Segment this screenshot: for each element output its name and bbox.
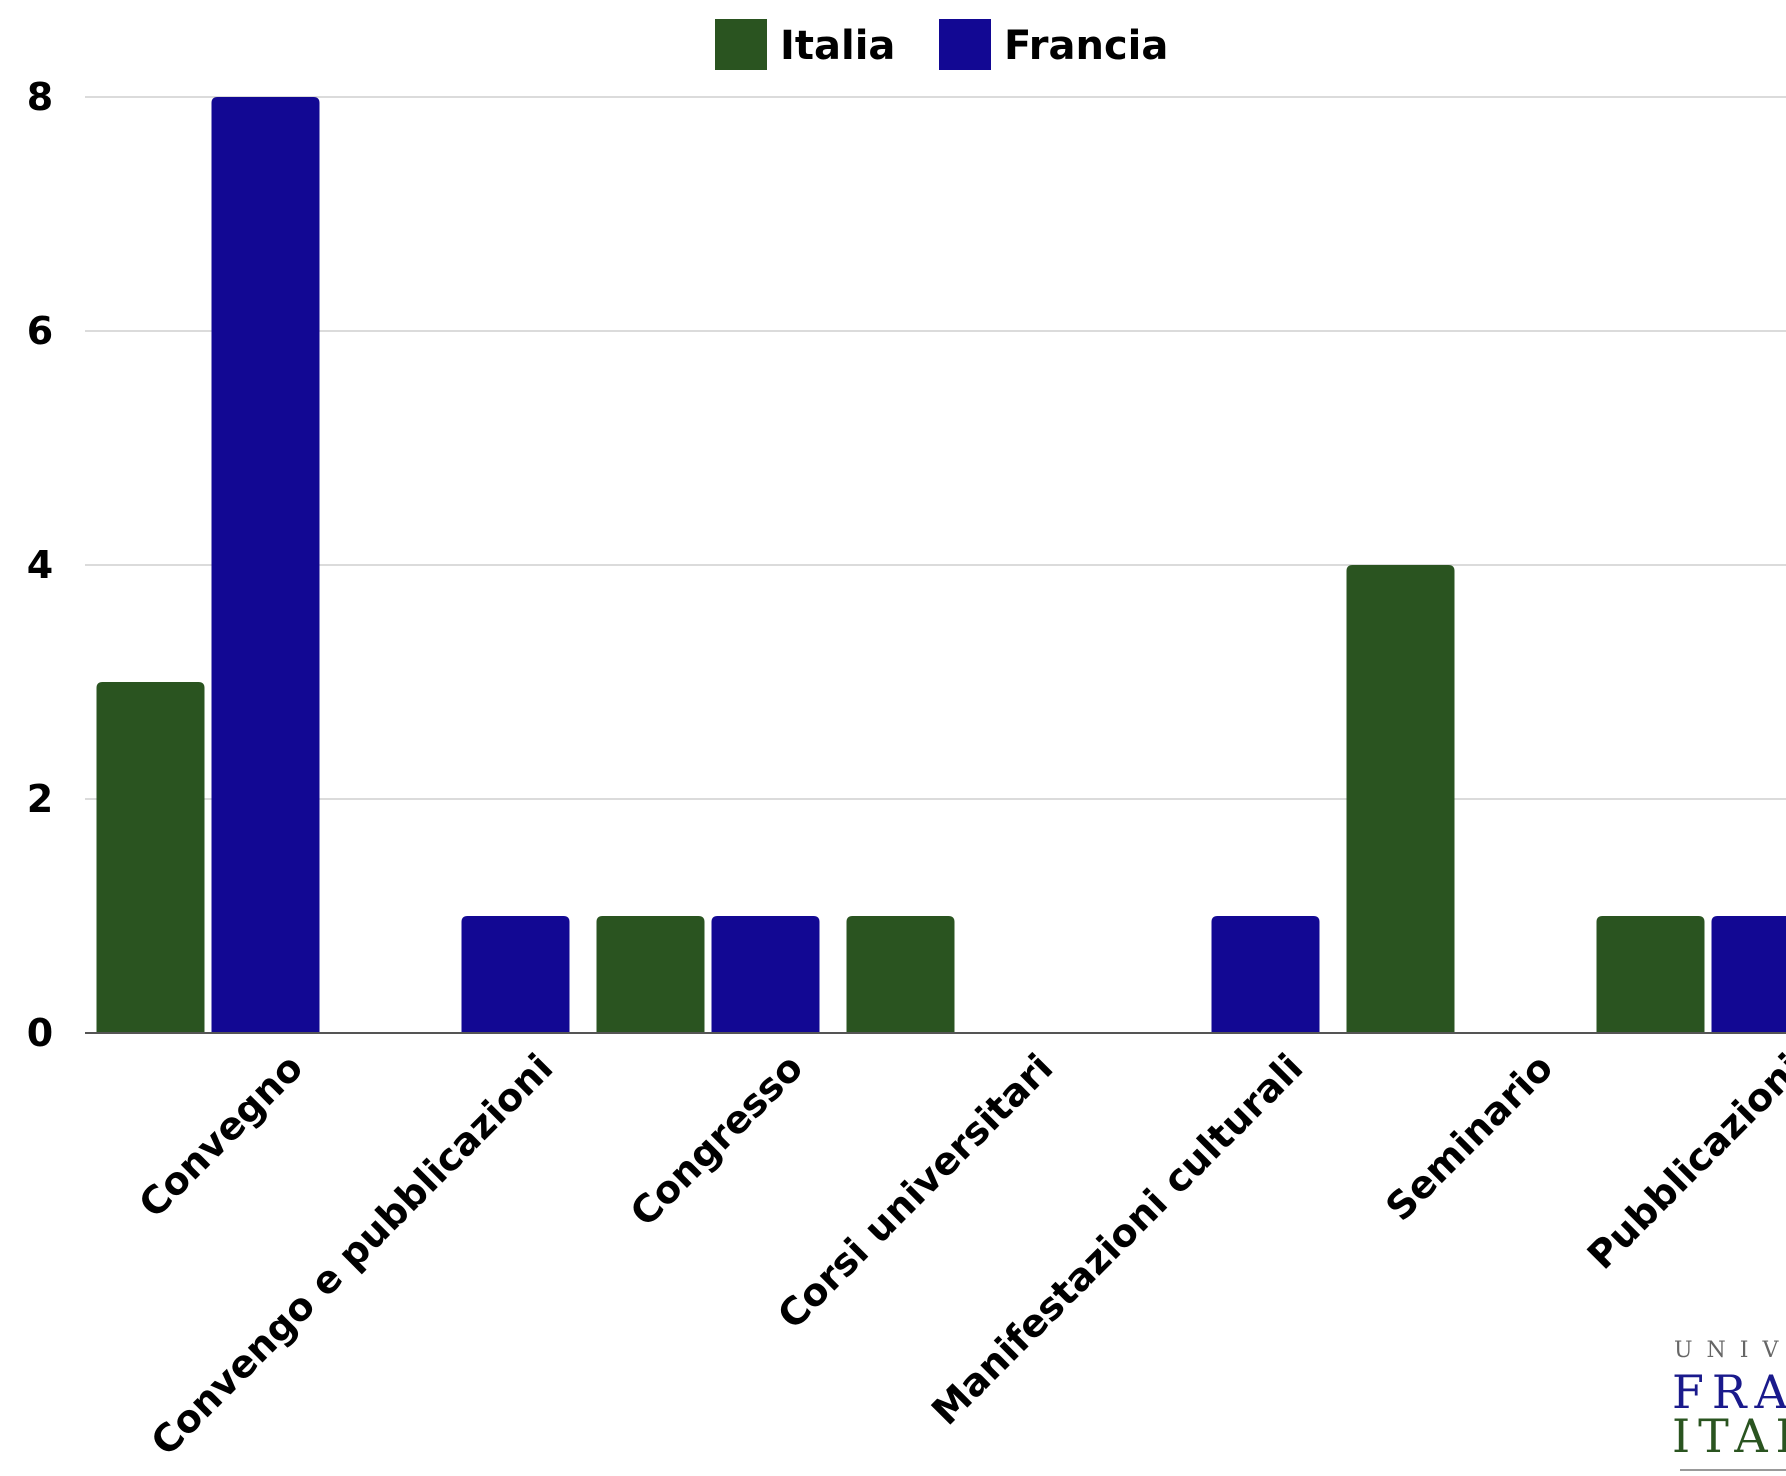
bar-francia-0 [211,97,320,1033]
legend-swatch-francia [939,19,991,70]
bar-francia-4 [1211,916,1320,1033]
x-category-label: Congresso [622,1045,812,1235]
y-tick-label: 8 [27,75,53,119]
logo-line-2: FRA [1672,1365,1786,1419]
x-category-label: Corsi universitari [769,1045,1061,1337]
y-tick-label: 6 [27,309,53,353]
y-axis-ticks: 0 2 4 6 8 [27,75,53,1055]
x-category-label: Seminario [1377,1045,1561,1229]
y-tick-label: 4 [27,543,53,587]
bar-francia-6 [1711,916,1786,1033]
y-tick-label: 2 [27,777,53,821]
x-category-label: Convegno [130,1045,311,1226]
y-tick-label: 0 [27,1011,53,1055]
legend: Italia Francia [715,19,1168,70]
bar-italia-2 [596,916,705,1033]
x-category-label: Pubblicazioni [1579,1045,1786,1278]
bar-francia-2 [711,916,820,1033]
gridlines [85,96,1786,800]
legend-label-italia: Italia [780,23,895,69]
logo-line-3: ITAL [1672,1409,1786,1463]
legend-swatch-italia [715,19,767,70]
bar-italia-0 [96,682,205,1033]
x-category-label: Convengo e pubblicazioni [142,1045,561,1464]
logo-line-1: UNIV [1674,1338,1786,1363]
bar-italia-3 [846,916,955,1033]
university-logo: UNIV FRA ITAL [1672,1338,1786,1471]
bar-italia-6 [1596,916,1705,1033]
bars [96,97,1786,1033]
bar-italia-5 [1346,565,1455,1033]
legend-label-francia: Francia [1004,23,1168,69]
bar-francia-1 [461,916,570,1033]
